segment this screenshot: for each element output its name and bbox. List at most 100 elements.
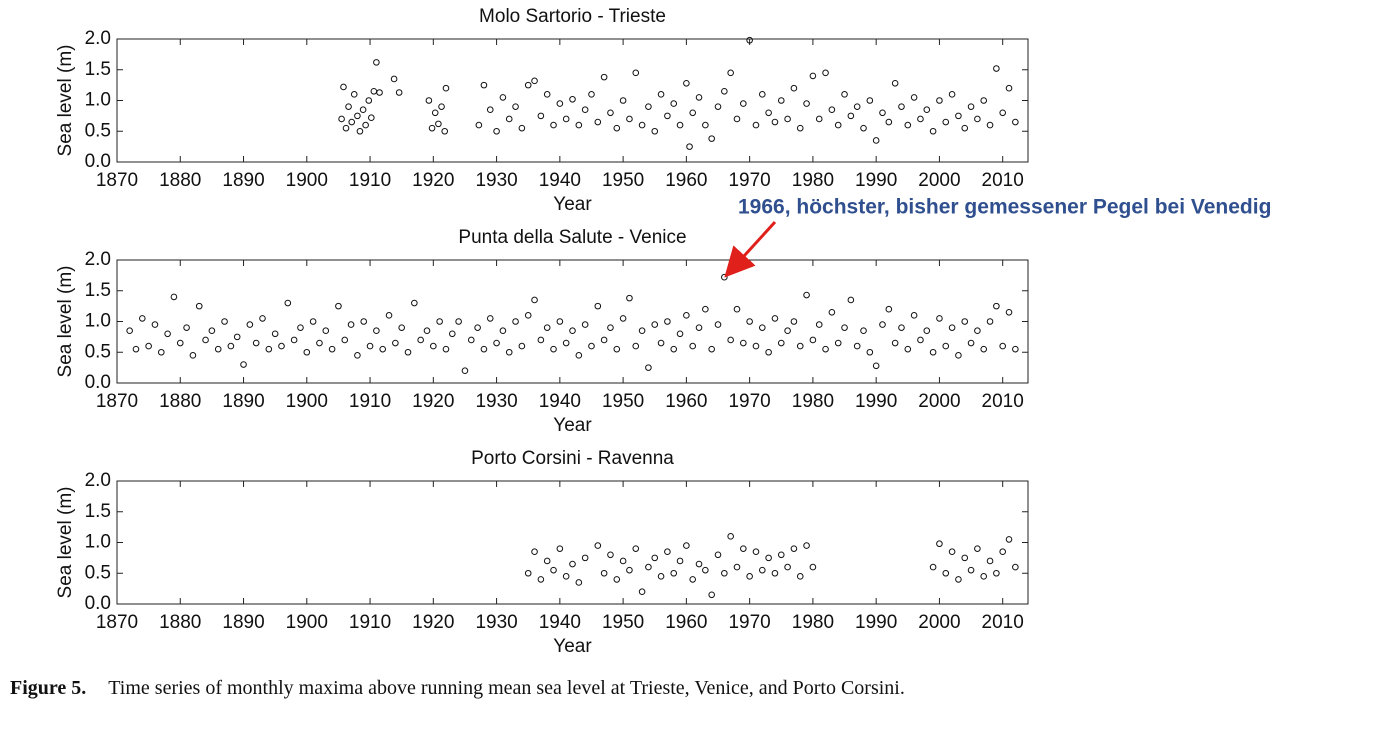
chart-title: Punta della Salute - Venice	[458, 227, 686, 248]
data-point	[189, 352, 197, 359]
data-point	[195, 302, 203, 310]
data-point	[183, 324, 190, 331]
data-point	[328, 345, 336, 353]
data-point	[664, 548, 671, 556]
data-point	[765, 554, 772, 562]
data-point	[537, 112, 545, 120]
data-point	[917, 115, 924, 123]
data-point	[350, 91, 358, 98]
y-tick-label: 1.0	[85, 311, 111, 332]
data-point	[961, 318, 969, 325]
data-point	[632, 545, 640, 552]
data-point	[493, 127, 500, 135]
y-tick-label: 1.0	[85, 90, 111, 111]
x-tick-label: 1990	[855, 612, 897, 633]
data-point	[505, 115, 513, 123]
data-point	[1005, 84, 1013, 92]
data-point	[600, 73, 608, 81]
data-point	[777, 551, 785, 559]
data-point	[556, 318, 564, 325]
data-point	[594, 118, 602, 126]
data-point	[891, 79, 899, 87]
data-point	[435, 120, 442, 128]
data-point	[645, 563, 652, 571]
data-point	[638, 588, 646, 596]
data-point	[619, 557, 627, 565]
x-tick-label: 1940	[539, 170, 581, 191]
y-tick-label: 2.0	[85, 28, 111, 49]
y-tick-label: 2.0	[85, 249, 111, 270]
data-point	[569, 95, 576, 103]
x-tick-label: 1970	[728, 170, 770, 191]
data-point	[733, 563, 741, 571]
y-axis-label: Sea level (m)	[55, 266, 76, 378]
data-point	[360, 318, 368, 325]
data-point	[746, 36, 753, 44]
data-point	[607, 109, 614, 117]
x-tick-label: 1900	[286, 391, 328, 412]
data-point	[936, 97, 943, 104]
x-tick-label: 1930	[475, 170, 517, 191]
data-point	[784, 327, 791, 335]
data-point	[303, 348, 311, 356]
data-point	[423, 327, 431, 335]
data-point	[967, 103, 975, 110]
data-point	[702, 566, 709, 574]
data-point	[929, 127, 937, 135]
y-tick-label: 0.0	[85, 372, 111, 393]
data-point	[221, 318, 228, 325]
data-point	[524, 569, 532, 577]
y-tick-label: 0.0	[85, 151, 111, 172]
data-point	[176, 339, 184, 347]
x-tick-label: 1920	[412, 391, 454, 412]
data-point	[417, 336, 424, 344]
data-point	[448, 330, 456, 338]
data-point	[993, 65, 1000, 72]
figure: Molo Sartorio - Trieste Year Sea level (m)…	[55, 6, 1271, 657]
data-point	[714, 551, 722, 559]
data-point	[841, 91, 848, 98]
data-point	[1005, 536, 1013, 543]
data-point	[689, 109, 697, 117]
data-point	[765, 348, 772, 356]
x-tick-label: 1890	[222, 612, 264, 633]
data-point	[550, 121, 557, 129]
data-point	[170, 293, 178, 301]
data-point	[790, 318, 798, 325]
x-tick-label: 1950	[602, 612, 644, 633]
data-point	[980, 573, 988, 580]
data-point	[866, 348, 874, 356]
data-point	[392, 339, 399, 347]
data-point	[727, 69, 734, 77]
x-tick-label: 1910	[349, 170, 391, 191]
data-point	[980, 345, 988, 353]
data-point	[613, 124, 621, 132]
data-point	[974, 327, 981, 335]
data-point	[556, 545, 564, 552]
x-tick-label: 1920	[412, 612, 454, 633]
data-point	[531, 548, 538, 556]
data-point	[771, 118, 779, 126]
data-point	[1012, 345, 1019, 353]
data-point	[208, 327, 216, 335]
data-point	[714, 321, 722, 328]
data-point	[619, 97, 627, 104]
data-point	[126, 327, 133, 335]
data-point	[518, 342, 526, 350]
data-point	[151, 321, 159, 328]
data-point	[398, 324, 405, 331]
data-point	[904, 121, 912, 129]
data-point	[340, 83, 347, 91]
data-point	[428, 124, 436, 132]
data-point	[727, 533, 734, 540]
data-point	[259, 315, 266, 322]
data-point	[828, 106, 836, 114]
data-point	[651, 554, 659, 562]
data-point	[524, 81, 532, 89]
data-point	[322, 327, 330, 335]
data-point	[139, 315, 146, 322]
data-point	[645, 364, 652, 371]
data-point	[348, 118, 356, 126]
data-point	[721, 273, 728, 281]
data-point	[365, 97, 373, 104]
